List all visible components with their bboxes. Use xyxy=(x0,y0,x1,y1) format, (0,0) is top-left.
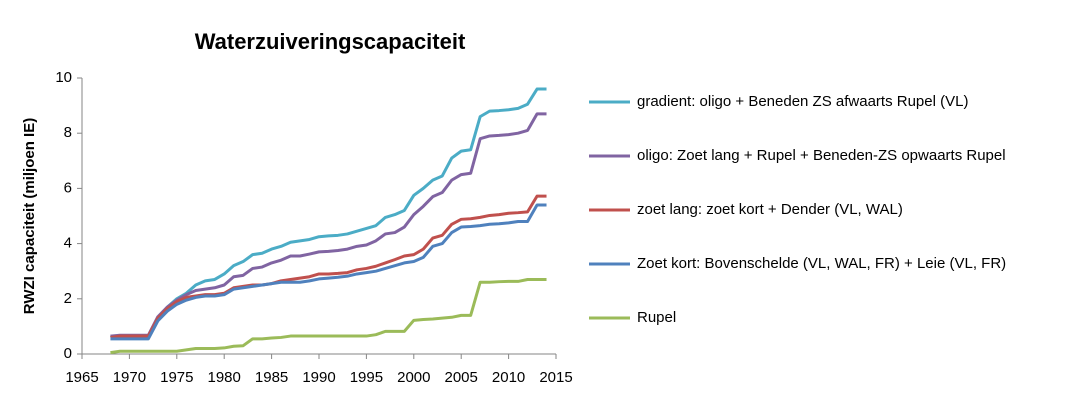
x-tick-label: 2015 xyxy=(539,369,572,386)
legend-label: gradient: oligo + Beneden ZS afwaarts Ru… xyxy=(637,93,968,110)
x-tick-label: 2005 xyxy=(445,369,478,386)
y-tick-label: 6 xyxy=(64,179,72,196)
x-tick-label: 1990 xyxy=(302,369,335,386)
series-line xyxy=(110,194,547,339)
x-tick-label: 1980 xyxy=(208,369,241,386)
chart-title: Waterzuiveringscapaciteit xyxy=(195,29,466,54)
legend-label: Zoet kort: Bovenschelde (VL, WAL, FR) + … xyxy=(637,255,1006,272)
y-tick-label: 10 xyxy=(55,69,72,86)
x-tick-label: 1965 xyxy=(65,369,98,386)
y-tick-label: 4 xyxy=(64,235,72,252)
legend-label: zoet lang: zoet kort + Dender (VL, WAL) xyxy=(637,201,903,218)
series-line xyxy=(110,112,547,338)
legend-label: oligo: Zoet lang + Rupel + Beneden-ZS op… xyxy=(637,147,1006,164)
y-tick-label: 8 xyxy=(64,124,72,141)
x-tick-label: 2010 xyxy=(492,369,525,386)
y-tick-label: 0 xyxy=(64,345,72,362)
legend-label: Rupel xyxy=(637,309,676,326)
series-line xyxy=(110,203,547,341)
x-tick-label: 1995 xyxy=(350,369,383,386)
x-tick-label: 1970 xyxy=(113,369,146,386)
x-tick-label: 1975 xyxy=(160,369,193,386)
y-tick-label: 2 xyxy=(64,290,72,307)
series-line xyxy=(110,277,547,355)
x-tick-label: 1985 xyxy=(255,369,288,386)
y-axis-label: RWZI capaciteit (miljoen IE) xyxy=(21,118,38,314)
x-tick-label: 2000 xyxy=(397,369,430,386)
